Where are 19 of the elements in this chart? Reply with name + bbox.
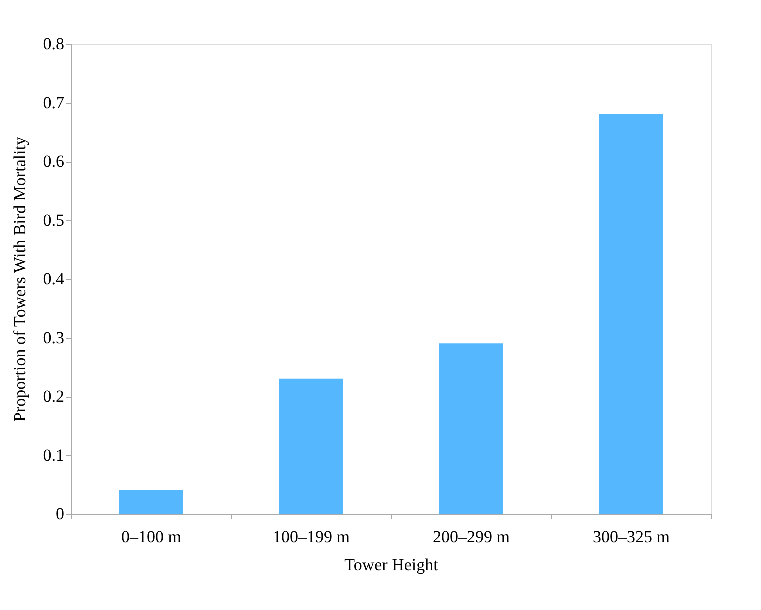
y-tick-label: 0.4: [43, 270, 65, 288]
y-tick-label: 0.8: [43, 34, 64, 54]
x-tick-label: 200–299 m: [433, 528, 510, 546]
bar: [279, 378, 343, 514]
x-tick-label: 100–199 m: [273, 528, 350, 546]
y-tick-label: 0: [56, 504, 64, 524]
x-axis-title: Tower Height: [344, 556, 439, 574]
y-tick-label: 0.1: [43, 446, 64, 465]
y-tick-label: 0.3: [43, 328, 64, 348]
bar: [119, 490, 183, 514]
y-tick-label: 0.7: [43, 93, 65, 112]
y-tick-label: 0.6: [43, 152, 64, 171]
bar: [599, 114, 663, 514]
bar: [439, 344, 503, 514]
y-axis-title: Proportion of Towers With Bird Mortality: [10, 136, 30, 422]
x-tick-label: 300–325 m: [593, 528, 670, 546]
y-tick-label: 0.2: [43, 387, 64, 406]
y-tick-label: 0.5: [43, 210, 64, 230]
x-tick-label: 0–100 m: [122, 528, 182, 546]
